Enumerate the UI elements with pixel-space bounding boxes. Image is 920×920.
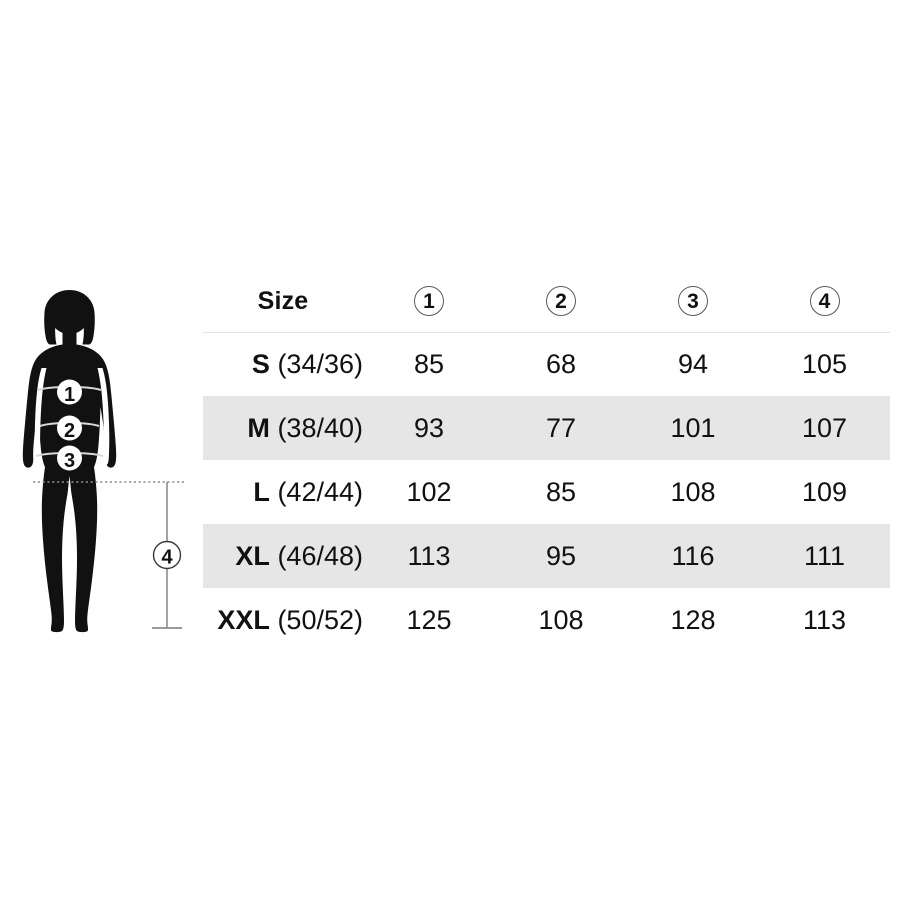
measure-value-cell: 85 <box>545 476 577 507</box>
size-paren: (46/48) <box>277 540 363 571</box>
measure-value-cell: 101 <box>670 412 716 443</box>
size-letter: XL <box>235 540 270 571</box>
header-measure-3: 3 <box>627 270 759 332</box>
header-circle-4-icon: 4 <box>809 286 840 316</box>
size-label-cell: L (42/44) <box>203 460 363 524</box>
body-figure-panel: 1 2 3 <box>0 260 200 660</box>
table-row: XXL (50/52) 125 108 128 113 <box>203 588 890 652</box>
measure-value-cell: 94 <box>677 348 709 379</box>
size-paren: (50/52) <box>277 604 363 635</box>
size-letter: L <box>253 476 270 507</box>
inseam-dimension-group: 4 <box>0 260 210 660</box>
measure-value-cell: 113 <box>407 540 451 571</box>
measure-value-cell: 107 <box>801 412 848 443</box>
body-shape <box>22 344 117 633</box>
table-row: M (38/40) 93 77 101 107 <box>203 396 890 460</box>
body-marker-4-label: 4 <box>161 547 173 569</box>
body-marker-3-label: 3 <box>64 450 75 472</box>
header-measure-2: 2 <box>495 270 627 332</box>
measure-value-cell: 77 <box>545 412 577 443</box>
header-circle-1-icon: 1 <box>414 286 444 316</box>
size-label-cell: XL (46/48) <box>203 524 363 588</box>
header-measure-4: 4 <box>759 270 890 332</box>
measure-value-cell: 113 <box>802 604 847 635</box>
header-divider-rule <box>203 332 890 333</box>
measure-value-cell: 68 <box>545 348 577 379</box>
header-measure-1: 1 <box>363 270 495 332</box>
size-letter: XXL <box>217 604 270 635</box>
size-label-cell: S (34/36) <box>203 332 363 396</box>
measure-value-cell: 116 <box>671 540 715 571</box>
measure-value-cell: 93 <box>413 412 445 443</box>
size-chart-table: Size 1 2 3 4 S (34/36) 85 68 94 105 M (38/40)… <box>203 270 890 652</box>
table-row: S (34/36) 85 68 94 105 <box>203 332 890 396</box>
header-size-label: Size <box>257 286 309 315</box>
size-paren: (38/40) <box>277 412 363 443</box>
size-paren: (34/36) <box>277 348 363 379</box>
header-circle-3-icon: 3 <box>678 286 708 316</box>
body-marker-2: 2 <box>57 415 82 442</box>
measure-value-cell: 108 <box>670 476 716 507</box>
size-paren: (42/44) <box>277 476 363 507</box>
header-circle-2-icon: 2 <box>546 286 576 316</box>
female-body-silhouette: 1 2 3 <box>22 290 117 633</box>
measure-value-cell: 128 <box>670 604 716 635</box>
measure-value-cell: 108 <box>538 604 584 635</box>
measure-value-cell: 102 <box>406 476 452 507</box>
measure-value-cell: 111 <box>803 540 846 571</box>
body-marker-1: 1 <box>57 379 82 406</box>
measure-value-cell: 95 <box>545 540 577 571</box>
body-marker-2-label: 2 <box>64 420 75 442</box>
leg-gap <box>66 476 73 532</box>
measure-value-cell: 105 <box>801 348 848 379</box>
measure-value-cell: 125 <box>406 604 452 635</box>
right-arm-gap <box>97 368 110 465</box>
head-hair-shape <box>44 290 95 345</box>
table-row: L (42/44) 102 85 108 109 <box>203 460 890 524</box>
left-arm-gap <box>34 368 47 465</box>
size-letter: S <box>251 348 270 379</box>
measure-value-cell: 85 <box>413 348 445 379</box>
table-row: XL (46/48) 113 95 116 111 <box>203 524 890 588</box>
size-label-cell: XXL (50/52) <box>203 588 363 652</box>
measure-value-cell: 109 <box>801 476 848 507</box>
size-label-cell: M (38/40) <box>203 396 363 460</box>
size-letter: M <box>247 412 270 443</box>
size-chart-table-body: S (34/36) 85 68 94 105 M (38/40) 93 77 101 107 L (… <box>203 332 890 652</box>
body-marker-1-label: 1 <box>64 384 75 406</box>
body-marker-3: 3 <box>57 445 82 472</box>
body-marker-4: 4 <box>152 540 182 570</box>
table-header-row: Size 1 2 3 4 <box>203 270 890 332</box>
